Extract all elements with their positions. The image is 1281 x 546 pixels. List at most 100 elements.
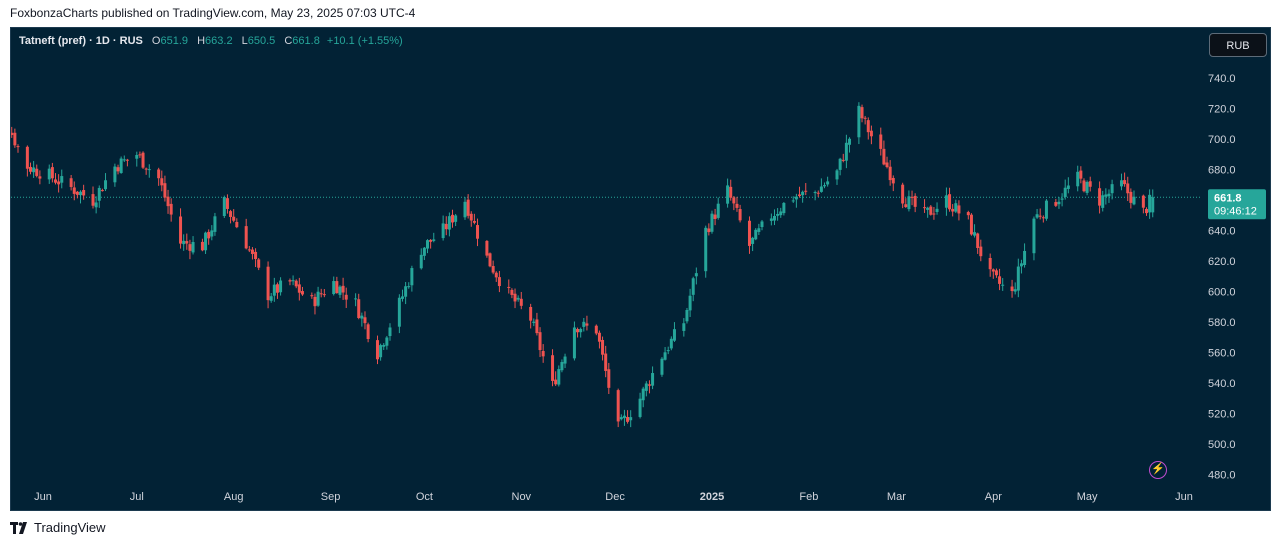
candle-body: [994, 270, 998, 276]
candle-body: [791, 200, 795, 202]
candle-body: [291, 280, 295, 282]
candle-body: [1088, 181, 1092, 187]
candle-body: [772, 215, 776, 221]
high-label: H: [197, 35, 206, 47]
y-tick-label: 740.0: [1208, 73, 1236, 85]
candle-body: [213, 216, 217, 232]
publish-header: FoxbonzaCharts published on TradingView.…: [10, 6, 416, 20]
candle-body: [54, 179, 58, 183]
candle-body: [710, 213, 714, 232]
candle-body: [410, 268, 414, 286]
candle-body: [751, 237, 755, 244]
candle-body: [813, 192, 817, 194]
candle-body: [344, 294, 348, 300]
lightning-icon[interactable]: ⚡: [1149, 461, 1167, 479]
candle-body: [782, 202, 786, 214]
candle-body: [244, 226, 248, 249]
low-label: L: [241, 35, 248, 47]
candle-body: [119, 158, 123, 174]
candle-body: [254, 251, 258, 260]
candle-body: [235, 221, 239, 228]
candle-body: [691, 278, 695, 295]
candle-body: [732, 197, 736, 204]
candle-body: [288, 280, 292, 282]
candle-body: [510, 289, 514, 295]
candle-body: [310, 295, 314, 297]
y-tick-label: 700.0: [1208, 134, 1236, 146]
candle-body: [554, 379, 558, 385]
candle-body: [47, 168, 51, 180]
candle-body: [135, 154, 139, 159]
candle-body: [232, 216, 236, 221]
y-tick-label: 480.0: [1208, 470, 1236, 482]
y-tick-label: 580.0: [1208, 317, 1236, 329]
candle-body: [341, 285, 345, 293]
currency-button[interactable]: RUB: [1209, 33, 1267, 57]
candle-body: [141, 152, 145, 168]
candle-body: [1141, 195, 1145, 208]
y-tick-label: 600.0: [1208, 287, 1236, 299]
candle-body: [754, 229, 758, 240]
candle-body: [1057, 201, 1061, 205]
candle-body: [682, 323, 686, 331]
candle-body: [69, 178, 73, 187]
price-tag-bg: [1208, 189, 1266, 220]
candle-body: [901, 184, 905, 204]
candle-body: [538, 332, 542, 351]
close-value: 661.8: [292, 35, 320, 47]
candle-body: [841, 159, 845, 161]
price-axis: 740.0720.0700.0680.0660.0640.0620.0600.0…: [1208, 73, 1236, 482]
candle-body: [848, 138, 852, 145]
candle-body: [688, 295, 692, 311]
candle-body: [400, 296, 404, 299]
candle-body: [494, 272, 498, 278]
candle-body: [888, 166, 892, 181]
candle-body: [122, 159, 126, 161]
candle-body: [360, 315, 364, 319]
candle-body: [363, 317, 367, 324]
candle-body: [747, 220, 751, 246]
candle-body: [660, 358, 664, 375]
candle-body: [988, 257, 992, 270]
candle-body: [294, 280, 298, 287]
candle-body: [188, 244, 192, 251]
candle-body: [104, 180, 108, 190]
candlestick-chart[interactable]: 740.0720.0700.0680.0660.0640.0620.0600.0…: [11, 28, 1271, 511]
candle-body: [529, 306, 533, 321]
candle-body: [966, 212, 970, 216]
candle-body: [1032, 218, 1036, 254]
candle-body: [863, 117, 867, 119]
candle-body: [157, 169, 161, 179]
candle-body: [1010, 286, 1014, 292]
x-tick-label: Feb: [799, 491, 818, 503]
y-tick-label: 680.0: [1208, 165, 1236, 177]
chart-area[interactable]: 740.0720.0700.0680.0660.0640.0620.0600.0…: [10, 27, 1271, 511]
candle-body: [507, 286, 511, 288]
candle-body: [179, 216, 183, 244]
candle-body: [147, 169, 151, 171]
footer-brand-text: TradingView: [34, 520, 106, 535]
candle-body: [579, 328, 583, 333]
x-tick-label: May: [1077, 491, 1098, 503]
candle-body: [297, 284, 301, 293]
candle-body: [13, 132, 17, 146]
candle-body: [913, 195, 917, 207]
candle-body: [560, 362, 564, 371]
candle-body: [28, 166, 32, 172]
candle-body: [210, 230, 214, 237]
candle-body: [279, 280, 283, 293]
candle-body: [794, 196, 798, 200]
candle-body: [72, 187, 76, 194]
candle-body: [275, 284, 279, 293]
candle-body: [651, 373, 655, 386]
candle-body: [75, 191, 79, 195]
candle-body: [1035, 214, 1039, 218]
candle-body: [760, 221, 764, 228]
candle-body: [50, 167, 54, 179]
candle-body: [338, 286, 342, 295]
candle-body: [604, 353, 608, 371]
candle-body: [835, 170, 839, 180]
y-tick-label: 560.0: [1208, 348, 1236, 360]
candle-body: [57, 181, 61, 185]
candle-body: [907, 196, 911, 210]
